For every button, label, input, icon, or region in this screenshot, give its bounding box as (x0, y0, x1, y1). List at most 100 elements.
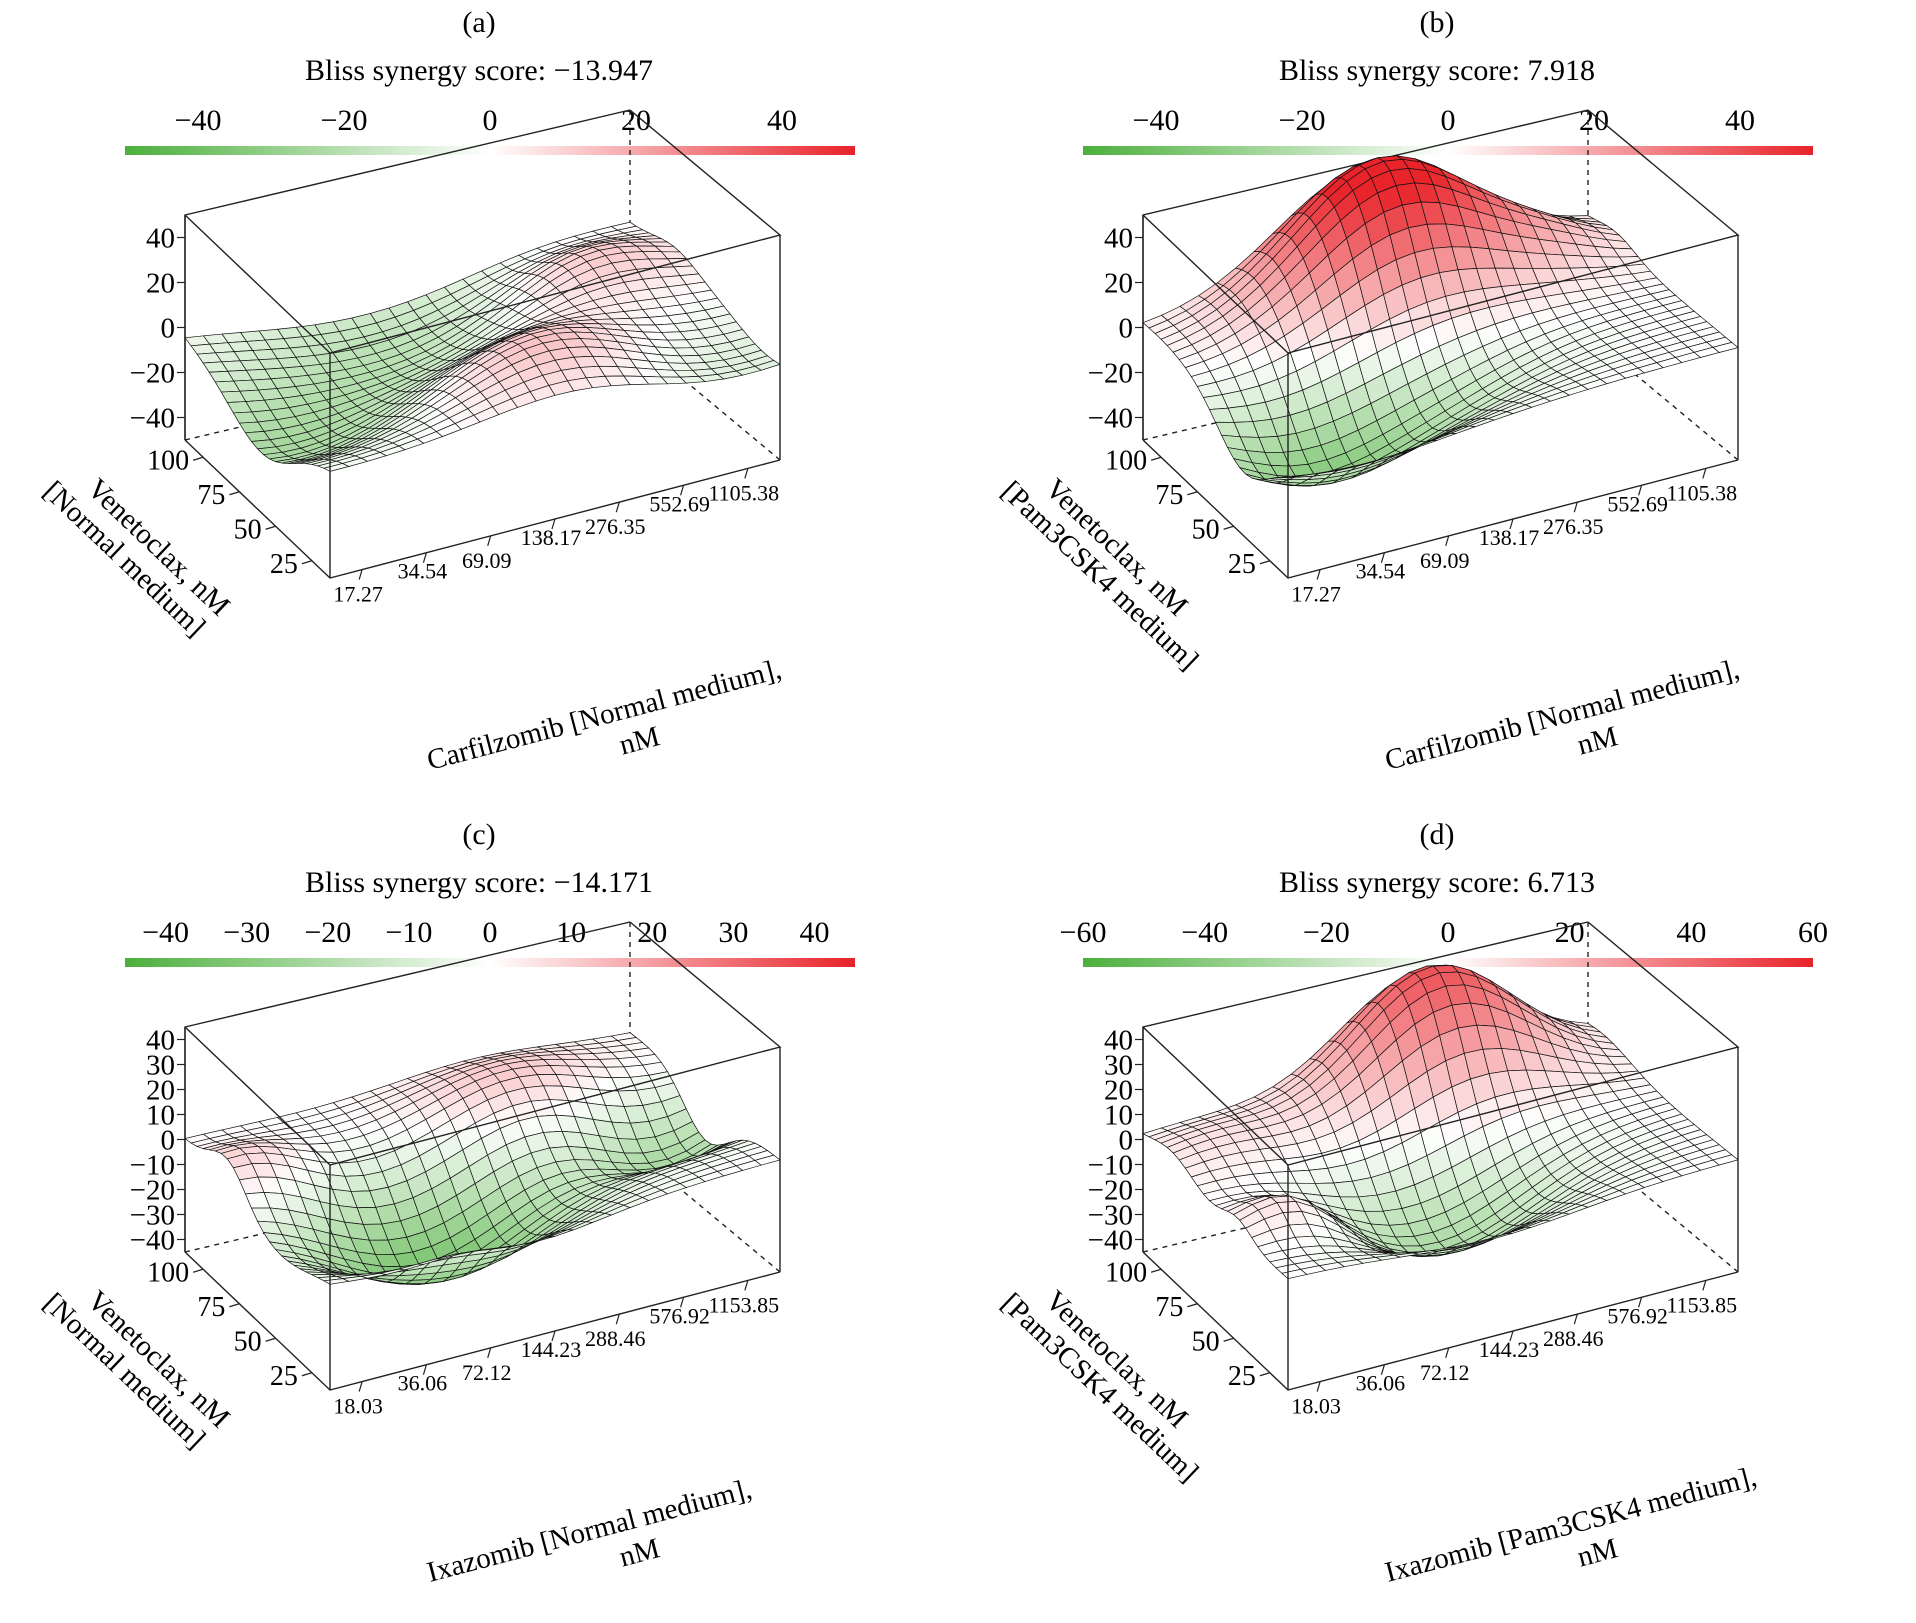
chart-title: Bliss synergy score: −14.171 (305, 866, 653, 899)
colorbar-tick: −30 (223, 916, 270, 949)
colorbar-tick: −40 (175, 104, 222, 137)
surface-cell (754, 1154, 781, 1166)
z-tick-label: −40 (1088, 403, 1133, 435)
chart-svg: (b)Bliss synergy score: 7.918−40 −20 0 20 40… (995, 6, 1813, 777)
colorbar-tick: −20 (304, 916, 351, 949)
x-tick-mark (487, 1347, 492, 1359)
z-tick-label: −40 (130, 1225, 175, 1257)
z-tick-label: −20 (130, 358, 175, 390)
z-tick-label: −10 (1088, 1150, 1133, 1182)
x-tick-label: 1153.85 (1667, 1292, 1738, 1317)
x-tick-mark (422, 552, 428, 563)
x-tick-mark (1637, 485, 1643, 496)
colorbar (125, 146, 855, 155)
x-tick-mark (1702, 1280, 1707, 1291)
y-tick-label: 75 (1155, 480, 1183, 511)
surface-cell (1712, 341, 1739, 353)
y-tick-mark (1259, 1372, 1271, 1377)
z-tick-label: −40 (130, 403, 175, 435)
y-tick-mark (301, 1372, 313, 1377)
chart-svg: (c)Bliss synergy score: −14.171−40 −30 −20… (37, 818, 855, 1589)
x-tick-mark (1445, 535, 1450, 547)
colorbar-tick: 20 (1579, 104, 1609, 137)
x-tick-label: 144.23 (521, 1337, 582, 1362)
colorbar-tick: 20 (1555, 916, 1585, 949)
x-tick-mark (487, 535, 492, 547)
y-axis: 100 75 50 25 (147, 1257, 313, 1392)
y-tick-mark (265, 1337, 276, 1342)
x-tick-label: 34.54 (398, 559, 448, 584)
y-tick-mark (229, 1303, 240, 1308)
x-tick-mark (1380, 552, 1386, 563)
x-tick-mark (1509, 518, 1514, 530)
colorbar (1083, 958, 1813, 967)
x-tick-label: 138.17 (521, 525, 582, 550)
z-tick-label: −20 (130, 1175, 175, 1207)
panel-label: (c) (462, 818, 495, 851)
y-tick-label: 50 (1192, 514, 1220, 545)
z-tick-label: 40 (1104, 223, 1133, 255)
y-tick-label: 25 (1228, 1361, 1256, 1392)
z-tick-label: −30 (130, 1200, 175, 1232)
z-tick-label: −40 (1088, 1225, 1133, 1257)
x-tick-mark (615, 1313, 620, 1325)
y-tick-label: 100 (147, 1257, 189, 1288)
colorbar-tick: −40 (1181, 916, 1228, 949)
x-tick-label: 69.09 (1420, 548, 1470, 573)
y-tick-label: 75 (1155, 1292, 1183, 1323)
x-tick-label: 276.35 (1543, 514, 1604, 539)
x-tick-label: 276.35 (585, 514, 646, 539)
z-tick-label: 40 (146, 223, 175, 255)
x-tick-label: 288.46 (1543, 1326, 1604, 1351)
y-tick-mark (1223, 1337, 1234, 1342)
x-axis-label: Ixazomib [Pam3CSK4 medium],nM (1382, 1461, 1769, 1622)
z-axis: 40 20 0 −20 −40 (130, 223, 185, 435)
z-tick-label: 10 (1104, 1100, 1133, 1132)
surface-cell (1712, 1154, 1739, 1166)
x-axis-label-line: Ixazomib [Pam3CSK4 medium], (1382, 1461, 1760, 1589)
y-tick-mark (1187, 1303, 1198, 1308)
x-tick-label: 36.06 (1356, 1371, 1406, 1396)
x-tick-label: 552.69 (1607, 491, 1668, 516)
panel-label: (a) (462, 6, 495, 39)
x-tick-label: 576.92 (1607, 1303, 1668, 1328)
panel-b: (b) Bliss synergy score: 7.918 −40 −20 0 20 40… (958, 0, 1916, 811)
z-tick-label: 0 (161, 313, 176, 345)
x-tick-mark (744, 1280, 749, 1291)
y-tick-label: 100 (1105, 445, 1147, 476)
x-tick-mark (1702, 468, 1707, 479)
z-tick-label: 0 (1119, 1125, 1134, 1157)
x-tick-mark (1316, 569, 1321, 580)
z-tick-label: 20 (146, 1075, 175, 1107)
colorbar-tick: −40 (142, 916, 189, 949)
x-tick-label: 1105.38 (709, 480, 780, 505)
colorbar-tick: 40 (799, 916, 829, 949)
x-axis-label: Carfilzomib [Normal medium],nM (424, 653, 794, 809)
z-tick-label: 30 (146, 1050, 175, 1082)
panel-label: (b) (1420, 6, 1455, 39)
z-axis: 40 20 0 −20 −40 (1088, 223, 1143, 435)
y-tick-label: 25 (270, 549, 298, 580)
y-tick-mark (1150, 456, 1162, 461)
x-tick-label: 1153.85 (709, 1292, 780, 1317)
x-tick-label: 18.03 (1291, 1394, 1341, 1419)
z-tick-label: −20 (1088, 1175, 1133, 1207)
x-axis-label-line: Carfilzomib [Normal medium], (424, 653, 785, 776)
y-axis: 100 75 50 25 (147, 445, 313, 580)
x-tick-mark (744, 468, 749, 479)
x-tick-mark (1573, 501, 1578, 513)
y-axis: 100 75 50 25 (1105, 1257, 1271, 1392)
colorbar-tick: 40 (1676, 916, 1706, 949)
x-tick-mark (358, 1381, 363, 1392)
x-tick-mark (1380, 1364, 1386, 1375)
colorbar-tick: −20 (321, 104, 368, 137)
y-axis: 100 75 50 25 (1105, 445, 1271, 580)
y-tick-label: 75 (197, 480, 225, 511)
y-tick-mark (192, 1268, 204, 1273)
y-tick-mark (265, 525, 276, 530)
x-tick-label: 18.03 (333, 1394, 383, 1419)
